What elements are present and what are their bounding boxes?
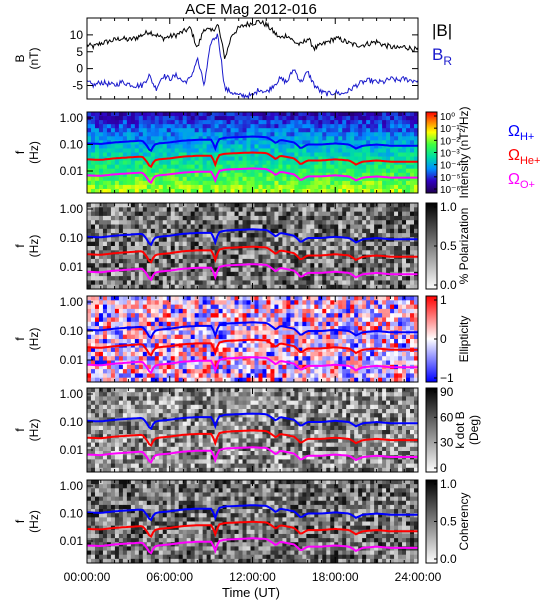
colorbar-5 [425,387,438,473]
y-tick-label: -5 [72,79,83,93]
colorbar-tick-label: 10⁻⁶ [440,185,461,196]
y-tick-label: 0 [76,62,83,76]
legend-he-plus: ΩHe+ [508,147,540,167]
colorbar-label: k dot B [453,411,467,448]
colorbar-tick-label: 10⁻² [440,136,460,147]
colorbar-tick-label: 0.5 [440,239,457,253]
gyro-line-h-plus [86,228,418,247]
y-tick-label: 0.10 [60,138,84,152]
y-axis-label: f [13,519,27,523]
gyro-line-o-plus [86,356,418,375]
panel-1: 10 5 0 -5 |B| BR B (nT) [13,17,452,100]
x-tick-label: 00:00:00 [64,570,111,584]
colorbar-tick-label: 1.0 [440,477,457,491]
colorbar-label: % Polarization [457,208,471,285]
y-tick-label: 0.01 [60,164,84,178]
colorbar-label: Coherency [457,492,471,550]
gyro-line-h-plus [86,135,418,153]
legend-b-r: BR [432,45,452,68]
colorbar-tick-label: 60 [440,410,454,424]
y-axis-unit: (Hz) [27,510,41,533]
legend-o-plus: ΩO+ [508,171,535,191]
gyro-line-he-plus [86,520,418,538]
y-tick-label: 0.10 [60,231,84,245]
y-tick-label: 0.01 [60,353,84,367]
y-tick-label: 0.01 [60,260,84,274]
y-tick-label: 5 [76,45,83,59]
y-tick-label: 1.00 [60,387,84,401]
spectrogram-3 [87,203,419,290]
x-tick-label: 12:00:00 [229,570,276,584]
y-axis-label: B [13,54,27,62]
y-axis-label: f [13,428,27,432]
colorbar-tick-label: −1 [440,371,454,385]
colorbar-tick-label: 10⁻⁴ [440,161,461,172]
gyro-line-he-plus [87,151,418,169]
y-tick-label: 1.00 [60,479,84,493]
chart-title: ACE Mag 2012-016 [185,1,317,18]
y-tick-label: 10 [70,28,84,42]
series-b-total [86,19,419,59]
panel-3: 1.00 0.10 0.01 1.0 0.5 0.0% Polarization f (Hz) [13,200,471,292]
colorbar-label: Intensity (nT²/Hz) [457,106,471,198]
y-tick-label: 1.00 [60,111,84,125]
y-tick-label: 1.00 [60,202,84,216]
colorbar-tick-label: 0.0 [440,278,457,292]
y-axis-unit: (Hz) [27,235,41,258]
colorbar-tick-label: 10⁰ [440,112,455,123]
spectrogram-5 [87,388,419,473]
y-axis-label: f [13,150,27,154]
colorbar-tick-label: 0 [440,332,447,346]
gyro-line-h-plus [86,321,418,340]
x-tick-label: 06:00:00 [146,570,193,584]
gyro-line-he-plus [87,245,418,264]
colorbar-tick-label: 10⁻⁵ [440,173,461,184]
legend-h-plus: ΩH+ [508,123,534,143]
gyro-line-h-plus [86,412,418,431]
y-axis-unit: (Hz) [27,141,41,164]
colorbar-label-unit: (Deg) [467,415,481,445]
y-axis-unit: (Hz) [27,419,41,442]
gyro-line-o-plus [87,446,418,464]
y-tick-label: 0.01 [60,534,84,548]
gyro-line-o-plus [86,537,418,555]
y-tick-label: 0.01 [60,443,84,457]
y-axis-label: f [13,337,27,341]
panel-5: 1.00 0.10 0.01 90 60 30 0 k dot B (Deg) f (Hz) [13,385,481,475]
y-axis-unit: (nT) [27,48,41,70]
colorbar-tick-label: 0 [440,461,447,475]
series-b-r [86,33,419,100]
colorbar-tick-label: 30 [440,436,454,450]
x-tick-label: 24:00:00 [395,570,442,584]
y-axis-unit: (Hz) [27,328,41,351]
gyro-line-o-plus [86,263,418,282]
colorbar-tick-label: 1 [440,293,447,307]
gyro-line-he-plus [86,429,418,447]
legend-b-total: |B| [432,21,452,40]
y-axis-label: f [13,244,27,248]
colorbar-tick-label: 0.5 [440,515,457,529]
y-tick-label: 0.10 [60,415,84,429]
gyro-line-o-plus [86,167,418,185]
colorbar-tick-label: 1.0 [440,200,457,214]
colorbar-tick-label: 10⁻³ [440,149,460,160]
colorbar-tick-label: 10⁻¹ [440,124,460,135]
x-tick-label: 18:00:00 [312,570,359,584]
gyro-line-he-plus [87,338,418,357]
colorbar-tick-label: 0.0 [440,552,457,566]
gyro-line-h-plus [87,504,418,522]
colorbar-label: Ellipticity [457,316,471,363]
y-tick-label: 1.00 [60,295,84,309]
y-tick-label: 0.10 [60,324,84,338]
y-tick-label: 0.10 [60,507,84,521]
colorbar-tick-label: 90 [440,385,454,399]
x-axis-label: Time (UT) [222,585,280,600]
